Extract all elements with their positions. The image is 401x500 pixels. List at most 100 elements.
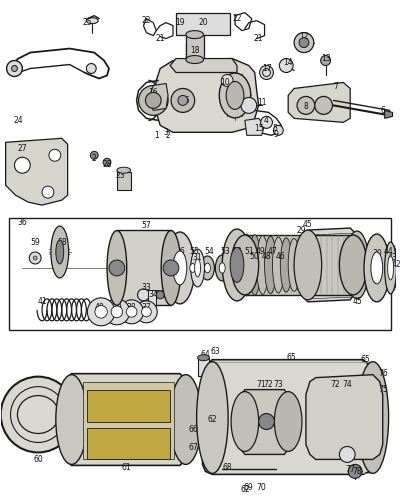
Ellipse shape — [370, 252, 382, 284]
Text: 47: 47 — [267, 248, 277, 256]
Circle shape — [240, 98, 256, 114]
Circle shape — [259, 66, 273, 80]
Circle shape — [314, 96, 332, 114]
Ellipse shape — [170, 374, 201, 464]
Ellipse shape — [172, 251, 186, 285]
Text: 8: 8 — [303, 102, 308, 111]
Ellipse shape — [95, 306, 107, 318]
Ellipse shape — [86, 18, 98, 24]
Ellipse shape — [51, 226, 69, 278]
Text: 19: 19 — [175, 18, 184, 27]
Text: 37: 37 — [141, 304, 151, 312]
Text: 5: 5 — [271, 124, 276, 133]
Ellipse shape — [331, 382, 338, 396]
Ellipse shape — [360, 384, 368, 394]
Ellipse shape — [107, 230, 126, 306]
Polygon shape — [240, 390, 288, 454]
Circle shape — [6, 60, 22, 76]
Text: 15: 15 — [253, 124, 263, 133]
Text: 40: 40 — [94, 304, 104, 312]
Text: 10: 10 — [220, 78, 229, 87]
Polygon shape — [65, 374, 185, 466]
Text: 29: 29 — [296, 226, 305, 234]
Text: 22: 22 — [232, 14, 241, 23]
Text: 57: 57 — [141, 220, 151, 230]
Circle shape — [296, 96, 314, 114]
Text: 12: 12 — [298, 32, 308, 41]
Circle shape — [90, 152, 98, 160]
Text: 77: 77 — [344, 465, 354, 474]
Bar — [176, 12, 229, 34]
Text: 71: 71 — [256, 380, 266, 389]
Text: 60: 60 — [33, 455, 43, 464]
Ellipse shape — [226, 82, 243, 110]
Ellipse shape — [219, 263, 225, 273]
Text: 21: 21 — [253, 34, 263, 43]
Ellipse shape — [295, 240, 307, 290]
Ellipse shape — [126, 306, 137, 317]
Text: 53: 53 — [220, 248, 229, 256]
Text: 66: 66 — [188, 425, 198, 434]
Text: 76: 76 — [377, 369, 387, 378]
Ellipse shape — [222, 229, 251, 301]
Text: 58: 58 — [57, 238, 67, 246]
Ellipse shape — [370, 384, 378, 394]
Circle shape — [294, 32, 313, 52]
Circle shape — [221, 74, 233, 86]
Text: 68: 68 — [222, 463, 231, 472]
Ellipse shape — [272, 237, 284, 293]
Text: 55: 55 — [189, 248, 199, 256]
Circle shape — [42, 186, 54, 198]
Ellipse shape — [340, 384, 348, 396]
Polygon shape — [384, 110, 392, 118]
Text: 9: 9 — [273, 130, 278, 139]
Text: 49: 49 — [255, 248, 265, 256]
Text: 67: 67 — [188, 443, 198, 452]
Text: 28: 28 — [102, 160, 111, 168]
Text: 23: 23 — [116, 170, 125, 179]
Text: 27: 27 — [18, 144, 27, 153]
Circle shape — [49, 150, 61, 161]
Text: 44: 44 — [383, 248, 393, 256]
Text: 63: 63 — [210, 347, 220, 356]
Text: 65: 65 — [359, 355, 369, 364]
Text: 20: 20 — [198, 18, 208, 27]
Text: 73: 73 — [273, 380, 283, 389]
Polygon shape — [87, 390, 170, 422]
Ellipse shape — [231, 235, 258, 295]
Circle shape — [320, 56, 330, 66]
Ellipse shape — [196, 362, 227, 474]
Text: 30: 30 — [371, 250, 381, 258]
Bar — [197, 358, 209, 376]
Text: 35: 35 — [155, 290, 165, 300]
Ellipse shape — [117, 167, 130, 173]
Circle shape — [33, 256, 37, 260]
Circle shape — [1, 376, 75, 452]
Text: 13: 13 — [320, 54, 330, 63]
Text: 2: 2 — [165, 131, 170, 140]
Circle shape — [138, 86, 168, 116]
Text: 70: 70 — [256, 483, 266, 492]
Text: 64: 64 — [200, 350, 210, 359]
Text: 36: 36 — [17, 218, 27, 226]
Circle shape — [258, 414, 274, 430]
Text: 51: 51 — [243, 248, 253, 256]
Bar — [148, 290, 156, 306]
Circle shape — [338, 446, 354, 462]
Ellipse shape — [185, 30, 203, 38]
Ellipse shape — [165, 232, 194, 304]
Bar — [185, 34, 203, 59]
Text: 65: 65 — [286, 353, 295, 362]
Ellipse shape — [111, 306, 122, 318]
Ellipse shape — [288, 238, 299, 292]
Ellipse shape — [135, 301, 157, 323]
Circle shape — [170, 88, 194, 112]
Ellipse shape — [231, 392, 258, 452]
Ellipse shape — [190, 249, 204, 287]
Text: 75: 75 — [377, 385, 387, 394]
Ellipse shape — [197, 354, 209, 360]
Circle shape — [12, 66, 17, 71]
Text: 43: 43 — [387, 254, 397, 262]
Text: 25: 25 — [82, 18, 92, 27]
Ellipse shape — [194, 259, 200, 277]
